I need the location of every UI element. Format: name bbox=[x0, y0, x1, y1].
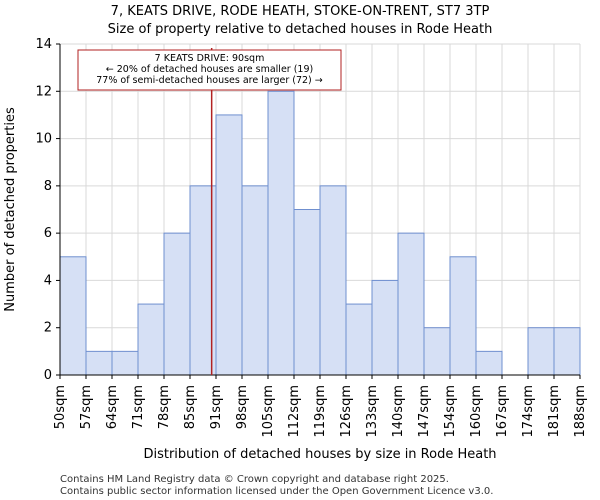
annotation-text: 7 KEATS DRIVE: 90sqm bbox=[155, 53, 265, 64]
histogram-bar bbox=[111, 350, 139, 376]
histogram-bar bbox=[527, 327, 555, 376]
histogram-bar bbox=[449, 256, 477, 376]
x-tick-label: 167sqm bbox=[495, 385, 510, 438]
annotation-box bbox=[77, 49, 342, 91]
y-tick-label: 14 bbox=[35, 37, 52, 52]
y-tick-label: 2 bbox=[44, 321, 52, 336]
chart-subtitle: Size of property relative to detached ho… bbox=[107, 22, 493, 37]
x-tick-label: 140sqm bbox=[391, 385, 406, 438]
histogram-bar bbox=[319, 185, 347, 376]
x-tick-label: 85sqm bbox=[183, 385, 198, 429]
histogram-bar bbox=[423, 327, 451, 376]
x-tick-label: 64sqm bbox=[105, 385, 120, 429]
x-tick-label: 160sqm bbox=[469, 385, 484, 438]
histogram-bar bbox=[371, 279, 399, 376]
x-tick-label: 98sqm bbox=[235, 385, 250, 429]
histogram-bar bbox=[163, 232, 191, 376]
histogram-bar bbox=[267, 90, 295, 376]
x-tick-label: 71sqm bbox=[131, 385, 146, 429]
x-tick-label: 50sqm bbox=[53, 385, 68, 429]
x-tick-label: 119sqm bbox=[313, 385, 328, 438]
y-tick-label: 4 bbox=[44, 273, 52, 288]
x-tick-label: 126sqm bbox=[339, 385, 354, 438]
annotation-text: 77% of semi-detached houses are larger (… bbox=[96, 75, 323, 86]
x-tick-label: 174sqm bbox=[521, 385, 536, 438]
histogram-bar bbox=[215, 114, 243, 376]
histogram-bar bbox=[475, 350, 503, 376]
x-tick-label: 147sqm bbox=[417, 385, 432, 438]
y-tick-label: 0 bbox=[44, 368, 52, 383]
x-tick-label: 78sqm bbox=[157, 385, 172, 429]
y-tick-label: 8 bbox=[44, 179, 52, 194]
x-axis-title: Distribution of detached houses by size … bbox=[143, 447, 496, 462]
histogram-bar bbox=[397, 232, 425, 376]
footer-licence: Contains public sector information licen… bbox=[60, 486, 494, 497]
y-axis-title: Number of detached properties bbox=[3, 107, 18, 312]
y-tick-label: 10 bbox=[35, 132, 52, 147]
histogram-bar bbox=[553, 327, 581, 376]
y-tick-label: 12 bbox=[35, 84, 52, 99]
x-tick-label: 133sqm bbox=[365, 385, 380, 438]
x-tick-label: 91sqm bbox=[209, 385, 224, 429]
x-tick-label: 57sqm bbox=[79, 385, 94, 429]
x-tick-label: 112sqm bbox=[287, 385, 302, 438]
histogram-bar bbox=[85, 350, 113, 376]
y-tick-label: 6 bbox=[44, 226, 52, 241]
annotation-text: ← 20% of detached houses are smaller (19… bbox=[106, 64, 313, 75]
histogram-bar bbox=[59, 256, 87, 376]
x-tick-label: 154sqm bbox=[443, 385, 458, 438]
histogram-bar bbox=[293, 209, 321, 376]
x-tick-label: 181sqm bbox=[547, 385, 562, 438]
chart-title: 7, KEATS DRIVE, RODE HEATH, STOKE-ON-TRE… bbox=[110, 4, 490, 19]
footer-copyright: Contains HM Land Registry data © Crown c… bbox=[60, 474, 449, 485]
x-tick-label: 105sqm bbox=[261, 385, 276, 438]
x-tick-label: 188sqm bbox=[573, 385, 588, 438]
histogram-bar bbox=[137, 303, 165, 376]
histogram-bar bbox=[345, 303, 373, 376]
histogram-bar bbox=[241, 185, 269, 376]
